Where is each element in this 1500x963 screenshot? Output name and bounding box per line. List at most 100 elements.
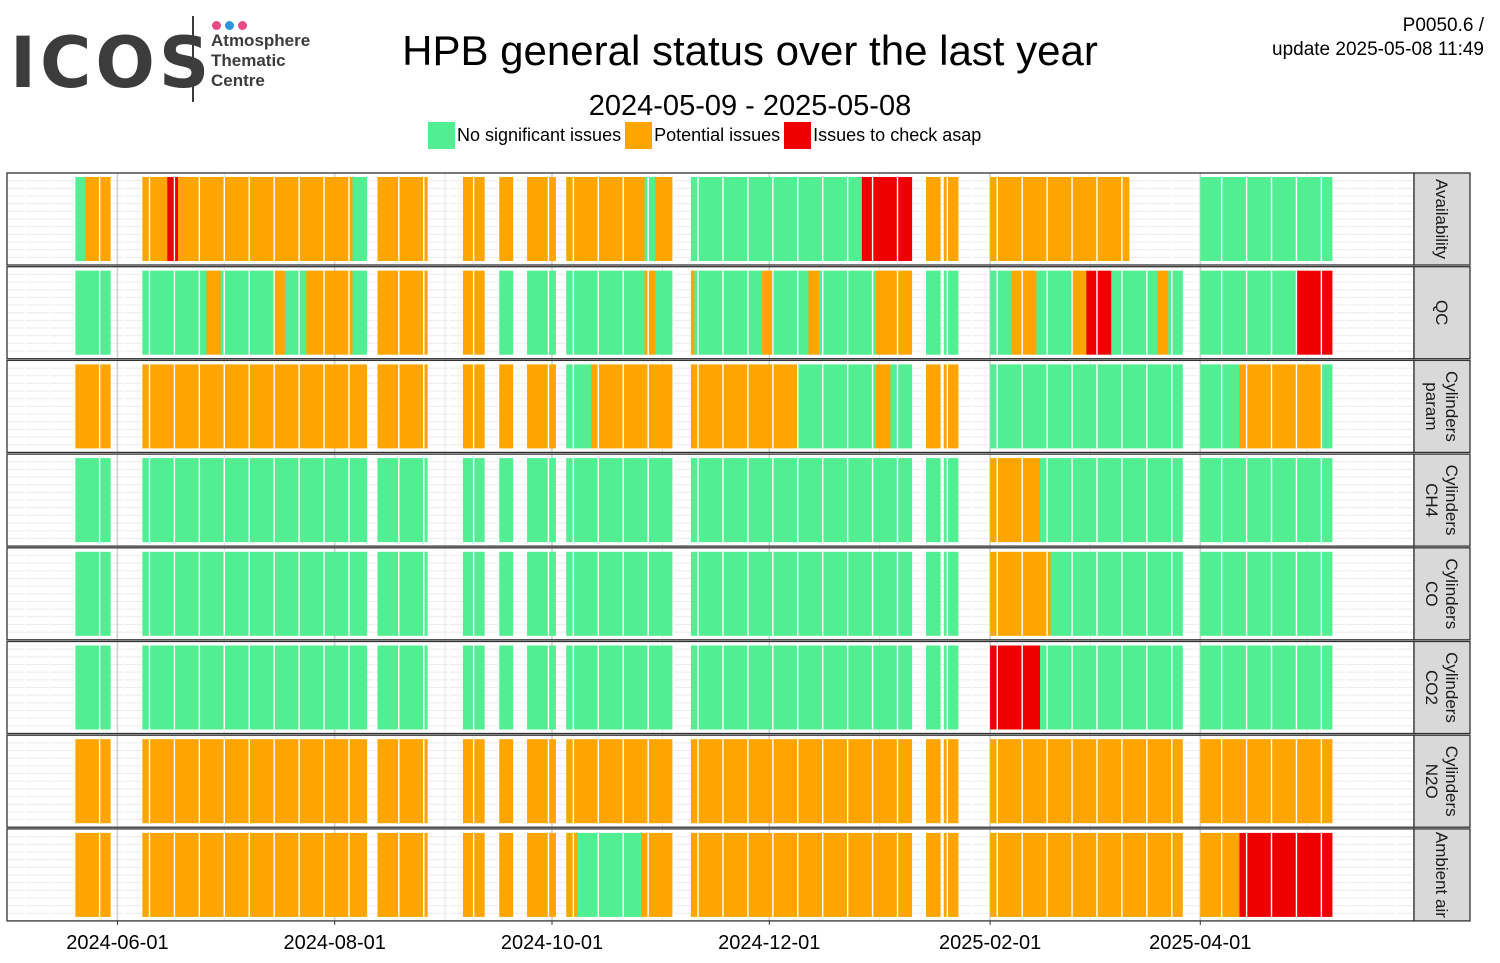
status-bar — [1239, 832, 1244, 917]
status-bar — [1235, 832, 1240, 917]
status-bar — [1228, 739, 1233, 824]
status-bar — [1257, 364, 1262, 449]
status-bar — [252, 177, 257, 261]
status-bar — [259, 177, 264, 261]
status-bar — [737, 645, 742, 730]
status-bar — [926, 270, 930, 355]
status-bar — [103, 458, 108, 543]
status-bar — [359, 270, 364, 355]
status-bar — [1015, 739, 1019, 824]
status-bar — [1011, 177, 1016, 261]
status-bar — [658, 270, 663, 355]
status-bar — [395, 739, 400, 824]
status-bar — [779, 270, 784, 355]
status-bar — [876, 270, 881, 355]
status-bar — [413, 551, 417, 636]
status-bar — [1079, 832, 1084, 917]
status-bar — [1317, 645, 1322, 730]
status-bar — [149, 832, 154, 917]
status-bar — [544, 832, 549, 917]
status-bar — [833, 832, 838, 917]
status-bar — [1029, 364, 1034, 449]
status-bar — [790, 177, 795, 261]
status-bar — [630, 739, 635, 824]
status-bar — [1093, 177, 1098, 261]
status-bar — [363, 364, 368, 449]
status-bar — [92, 458, 97, 543]
status-bar — [334, 551, 339, 636]
status-bar — [1153, 832, 1158, 917]
status-bar — [801, 177, 806, 261]
status-bar — [103, 270, 108, 355]
status-bar — [819, 551, 824, 636]
status-bar — [897, 645, 902, 730]
status-bar — [210, 177, 214, 261]
status-bar — [733, 270, 738, 355]
status-bar — [413, 739, 417, 824]
status-bar — [665, 270, 670, 355]
status-bar — [391, 458, 396, 543]
status-bar — [352, 645, 357, 730]
status-bar — [705, 458, 710, 543]
status-bar — [826, 645, 831, 730]
status-bar — [851, 645, 856, 730]
status-bar — [1267, 270, 1272, 355]
status-bar — [840, 270, 845, 355]
status-bar — [1235, 645, 1240, 730]
status-bar — [153, 364, 157, 449]
status-bar — [1303, 551, 1308, 636]
status-bar — [78, 364, 83, 449]
status-bar — [85, 458, 90, 543]
status-bar — [338, 458, 343, 543]
status-bar — [509, 270, 514, 355]
status-bar — [1267, 177, 1272, 261]
status-bar — [858, 364, 863, 449]
status-bar — [819, 270, 824, 355]
status-bar — [1210, 551, 1215, 636]
status-bar — [1246, 177, 1251, 261]
status-bar — [210, 739, 214, 824]
status-bar — [541, 832, 546, 917]
status-bar — [772, 177, 777, 261]
status-bar — [1228, 177, 1233, 261]
status-bar — [1096, 270, 1101, 355]
facet-label: CylindersN2O — [1422, 746, 1461, 817]
status-bar — [1314, 270, 1319, 355]
status-bar — [712, 832, 717, 917]
status-bar — [509, 551, 514, 636]
status-bar — [188, 177, 193, 261]
status-bar — [199, 739, 204, 824]
status-bar — [1300, 458, 1304, 543]
status-bar — [1310, 739, 1315, 824]
status-bar — [1072, 177, 1076, 261]
status-bar — [1086, 458, 1091, 543]
status-bar — [188, 270, 193, 355]
status-bar — [758, 551, 763, 636]
status-bar — [231, 739, 236, 824]
status-bar — [790, 832, 795, 917]
status-bar — [1068, 270, 1073, 355]
status-bar — [1310, 177, 1315, 261]
status-bar — [751, 270, 756, 355]
status-bar — [1314, 177, 1319, 261]
status-bar — [765, 270, 770, 355]
status-bar — [1093, 645, 1098, 730]
status-bar — [1125, 832, 1130, 917]
status-bar — [840, 645, 845, 730]
status-bar — [655, 645, 660, 730]
status-bar — [623, 832, 628, 917]
status-bar — [477, 458, 482, 543]
status-bar — [826, 551, 831, 636]
status-bar — [890, 270, 895, 355]
status-bar — [202, 551, 207, 636]
status-bar — [1221, 645, 1226, 730]
status-bar — [836, 739, 841, 824]
status-bar — [544, 270, 549, 355]
status-bar — [363, 551, 368, 636]
status-bar — [1296, 645, 1301, 730]
status-bar — [708, 270, 713, 355]
status-bar — [398, 551, 403, 636]
status-bar — [883, 458, 888, 543]
status-bar — [886, 645, 891, 730]
status-bar — [954, 177, 959, 261]
